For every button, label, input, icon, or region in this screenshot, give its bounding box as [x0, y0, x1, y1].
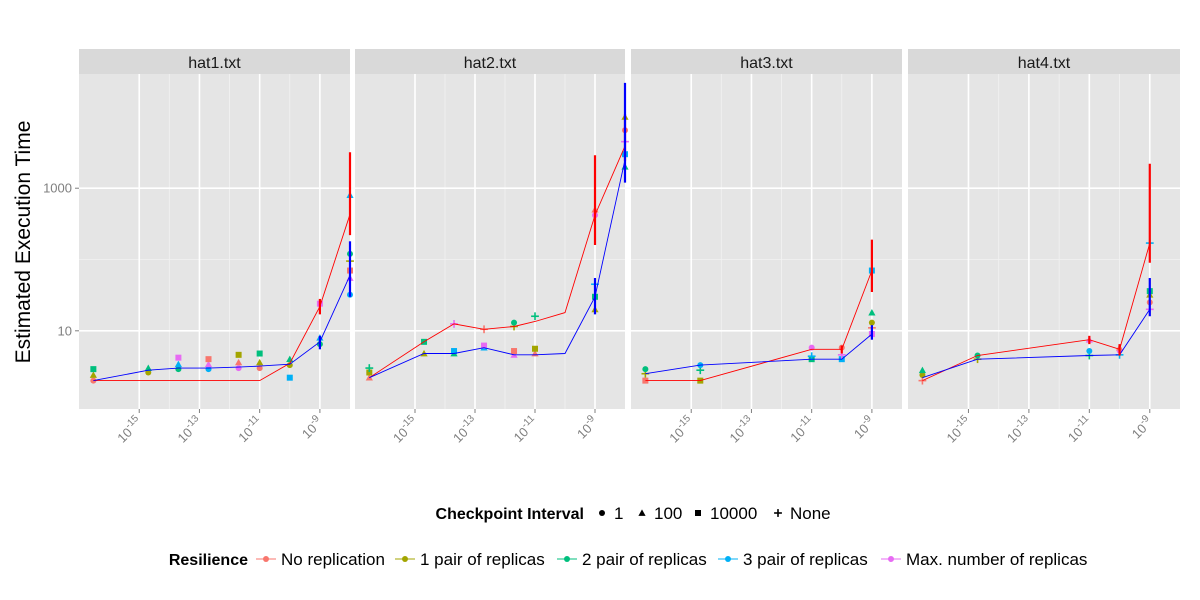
x-tick-label: 10-9	[297, 413, 326, 442]
data-point	[642, 366, 649, 373]
facet-title: hat2.txt	[464, 55, 517, 72]
legend-label: No replication	[281, 550, 385, 569]
x-tick-label: 10-9	[573, 413, 602, 442]
facet-strip	[631, 49, 902, 74]
legend-key-point	[725, 556, 731, 562]
data-point	[89, 371, 97, 378]
x-tick-label: 10-13	[449, 413, 482, 446]
legend-label: Max. number of replicas	[906, 550, 1087, 569]
series-line-red	[369, 145, 626, 379]
legend-label: 1	[614, 504, 623, 523]
legend-label: 10000	[710, 504, 757, 523]
data-point	[868, 308, 876, 316]
legend-key-plus	[774, 509, 782, 517]
facet-panel-4: hat4.txt 10-15 10-13 10-11 10-9	[908, 49, 1180, 446]
data-point	[451, 348, 458, 355]
x-tick-label: 10-9	[849, 413, 878, 442]
x-tick-label: 10-9	[1127, 413, 1156, 442]
legend-label: 100	[654, 504, 682, 523]
series-line-blue	[93, 275, 351, 382]
data-point	[235, 358, 243, 366]
panel-background	[79, 74, 350, 409]
data-point	[256, 358, 264, 366]
data-point	[366, 369, 373, 376]
data-point	[365, 364, 374, 372]
facet-strip	[79, 49, 350, 74]
data-point	[531, 312, 539, 321]
data-point	[511, 348, 518, 355]
data-point	[235, 351, 242, 358]
panel-background	[355, 74, 625, 409]
facet-strip	[908, 49, 1180, 74]
facet-panel-1: hat1.txt 10-15 10-13 10-11 10-9	[79, 49, 354, 446]
data-point	[918, 366, 927, 374]
data-point	[90, 377, 97, 384]
x-tick-label: 10-13	[725, 413, 758, 446]
x-tick-label: 10-13	[173, 413, 206, 446]
y-tick-label: 10	[58, 323, 72, 338]
data-point	[204, 360, 213, 368]
data-point	[532, 345, 538, 352]
legend-key-square	[695, 510, 701, 516]
legend-label: 1 pair of replicas	[420, 550, 545, 569]
x-tick-label: 10-15	[113, 413, 146, 446]
legend-key-point	[263, 556, 269, 562]
facet-panel-2: hat2.txt 10-15 10-13 10-11 10-9	[355, 49, 629, 446]
data-point	[481, 342, 488, 349]
legend-key-triangle	[638, 509, 646, 516]
legend-title: Checkpoint Interval	[436, 506, 584, 523]
data-point	[175, 354, 182, 361]
legend-checkpoint-interval: Checkpoint Interval 1 100 10000 None	[436, 504, 831, 523]
x-tick-label: 10-11	[786, 413, 818, 445]
facet-title: hat4.txt	[1018, 55, 1071, 72]
x-tick-label: 10-15	[389, 413, 422, 446]
data-point	[286, 374, 293, 381]
data-point	[90, 366, 97, 373]
x-tick-label: 10-15	[665, 413, 698, 446]
series-line-blue	[645, 333, 873, 375]
series-line-red	[645, 270, 873, 382]
legend-key-point	[564, 556, 570, 562]
x-tick-label: 10-11	[1064, 413, 1096, 445]
panel-background	[631, 74, 902, 409]
x-tick-label: 10-11	[509, 413, 541, 445]
data-point	[174, 360, 182, 368]
data-point	[144, 364, 152, 371]
series-line-blue	[922, 309, 1151, 379]
data-point	[642, 377, 649, 384]
data-point	[145, 369, 152, 376]
y-axis-title: Estimated Execution Time	[12, 121, 35, 364]
data-point	[919, 371, 926, 378]
legend-label: 3 pair of replicas	[743, 550, 868, 569]
data-point	[205, 356, 212, 363]
facet-title: hat1.txt	[188, 55, 241, 72]
facet-title: hat3.txt	[740, 55, 793, 72]
legend-key-point	[888, 556, 894, 562]
data-point	[235, 365, 242, 372]
series-line-red	[93, 214, 351, 382]
legend-key-circle	[599, 510, 605, 516]
legend-key-point	[402, 556, 408, 562]
legend-label: None	[790, 504, 831, 523]
x-tick-label: 10-15	[942, 413, 975, 446]
legend-resilience: Resilience No replication 1 pair of replic…	[169, 550, 1088, 569]
x-tick-label: 10-13	[1003, 413, 1036, 446]
legend-label: 2 pair of replicas	[582, 550, 707, 569]
data-point	[511, 319, 518, 326]
y-tick-label: 1000	[43, 181, 72, 196]
facet-panel-3: hat3.txt 10-15 10-13 10-11 10-9	[631, 49, 902, 446]
data-point	[868, 319, 875, 326]
data-point	[1086, 348, 1093, 355]
panel-background	[908, 74, 1180, 409]
legend-title: Resilience	[169, 552, 248, 569]
data-point	[175, 366, 182, 373]
facet-strip	[355, 49, 625, 74]
data-point	[256, 350, 263, 357]
x-tick-label: 10-11	[234, 413, 266, 445]
series-line-blue	[369, 159, 626, 379]
